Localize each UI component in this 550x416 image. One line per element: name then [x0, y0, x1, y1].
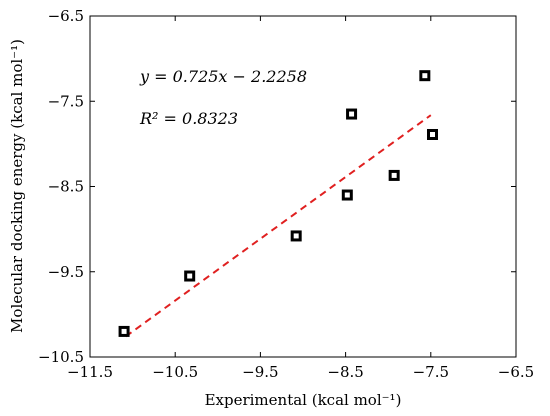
fit-line-layer: [125, 114, 432, 338]
annotation-r-squared: R² = 0.8323: [139, 109, 238, 128]
data-points: [118, 70, 439, 337]
data-point: [388, 169, 400, 181]
y-tick-label: −6.5: [48, 7, 84, 25]
data-point: [419, 70, 431, 82]
data-point: [427, 128, 439, 140]
annotation-equation: y = 0.725x − 2.2258: [139, 67, 307, 86]
y-axis-title: Molecular docking energy (kcal mol⁻¹): [8, 39, 26, 333]
x-tick-label: −9.5: [242, 363, 278, 381]
y-tick-label: −10.5: [38, 348, 84, 366]
fit-line: [125, 114, 432, 338]
y-axis: −10.5 −9.5 −8.5 −7.5 −6.5: [38, 7, 516, 366]
data-point: [341, 189, 353, 201]
data-point: [346, 108, 358, 120]
y-tick-label: −7.5: [48, 92, 84, 110]
x-tick-label: −7.5: [413, 363, 449, 381]
y-tick-label: −8.5: [48, 178, 84, 196]
data-point: [184, 270, 196, 282]
x-axis-title: Experimental (kcal mol⁻¹): [205, 391, 402, 409]
x-tick-label: −11.5: [67, 363, 113, 381]
data-point: [290, 230, 302, 242]
x-tick-label: −6.5: [498, 363, 534, 381]
x-tick-label: −10.5: [152, 363, 198, 381]
y-tick-label: −9.5: [48, 263, 84, 281]
x-axis: −11.5 −10.5 −9.5 −8.5 −7.5 −6.5: [67, 16, 534, 381]
x-tick-label: −8.5: [327, 363, 363, 381]
data-point: [118, 325, 130, 337]
